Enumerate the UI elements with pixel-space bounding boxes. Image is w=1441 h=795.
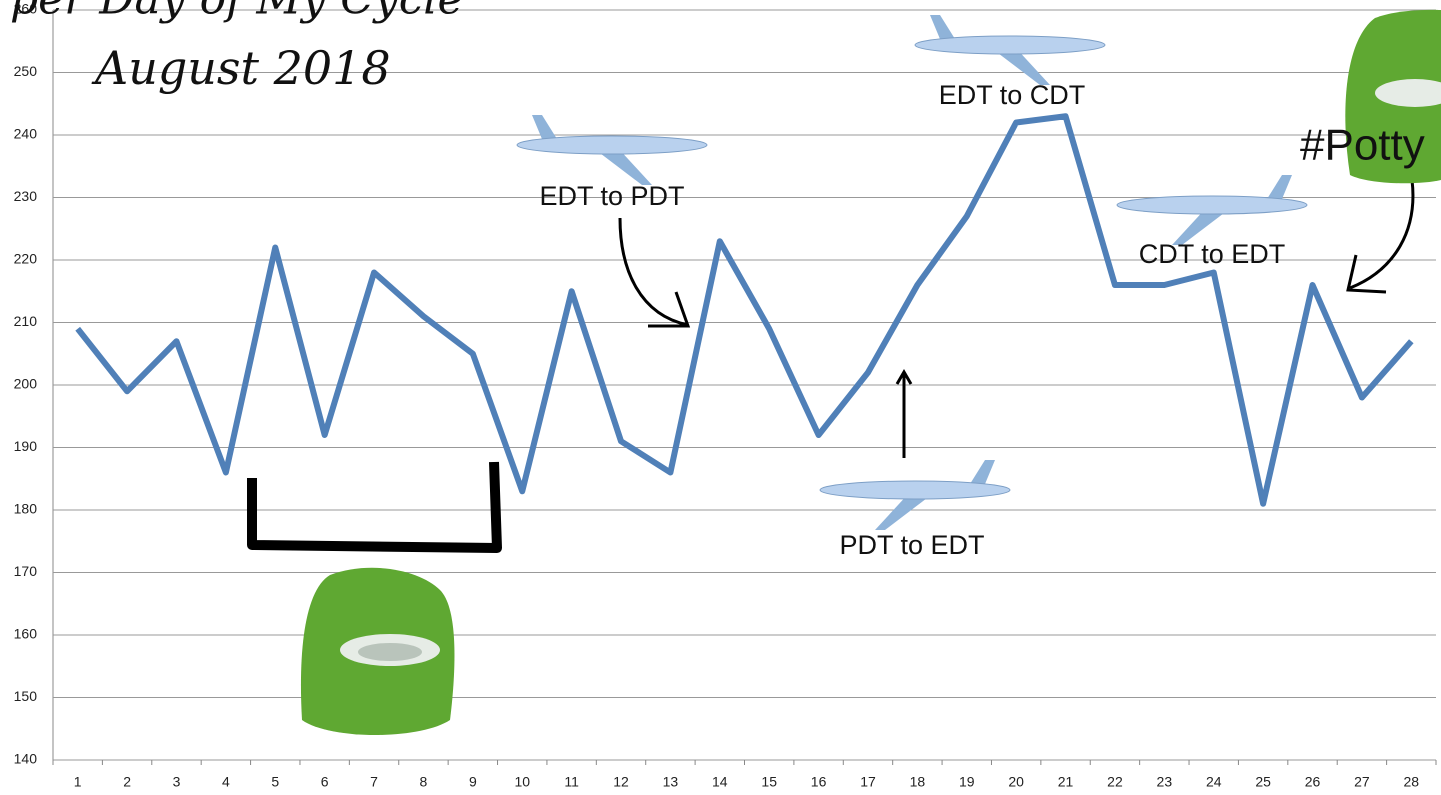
x-tick-label: 9 bbox=[469, 774, 477, 790]
plane-body bbox=[1116, 195, 1308, 215]
x-tick-label: 4 bbox=[222, 774, 230, 790]
y-tick-label: 150 bbox=[14, 688, 38, 704]
y-tick-label: 170 bbox=[14, 563, 38, 579]
x-tick-label: 24 bbox=[1206, 774, 1222, 790]
series-layer bbox=[75, 113, 1414, 507]
plane-body bbox=[516, 135, 708, 155]
potty-2 bbox=[1345, 9, 1441, 184]
x-tick-label: 15 bbox=[761, 774, 777, 790]
x-tick-label: 17 bbox=[860, 774, 876, 790]
plane-body bbox=[914, 35, 1106, 55]
plane-tail bbox=[970, 460, 995, 484]
annotation: PDT to EDT bbox=[839, 530, 984, 560]
plane-tail bbox=[532, 115, 557, 139]
x-tick-label: 22 bbox=[1107, 774, 1123, 790]
plane bbox=[914, 15, 1106, 85]
y-tick-label: 140 bbox=[14, 751, 38, 767]
x-tick-label: 6 bbox=[321, 774, 329, 790]
x-tick-label: 23 bbox=[1157, 774, 1173, 790]
bracket bbox=[247, 461, 502, 553]
x-tick-label: 19 bbox=[959, 774, 975, 790]
y-tick-label: 240 bbox=[14, 126, 38, 142]
x-tick-label: 1 bbox=[74, 774, 82, 790]
plane-wing bbox=[1172, 207, 1232, 245]
x-tick-label: 12 bbox=[613, 774, 629, 790]
x-tick-label: 20 bbox=[1008, 774, 1024, 790]
planes bbox=[516, 15, 1308, 530]
x-tick-label: 3 bbox=[173, 774, 181, 790]
annotation: CDT to EDT bbox=[1139, 239, 1286, 269]
y-tick-label: 260 bbox=[14, 1, 38, 17]
x-tick-label: 8 bbox=[420, 774, 428, 790]
y-tick-label: 200 bbox=[14, 376, 38, 392]
data-line bbox=[75, 113, 1414, 507]
x-tick-label: 2 bbox=[123, 774, 131, 790]
annotation: EDT to CDT bbox=[939, 80, 1086, 110]
chart-title: per Day of My Cycle bbox=[10, 0, 464, 25]
grid: 1401501601701801902002102202302402502601… bbox=[14, 1, 1437, 790]
annotations: EDT to PDT PDT to EDT EDT to CDT CDT to EDT… bbox=[539, 80, 1424, 560]
y-tick-label: 230 bbox=[14, 188, 38, 204]
y-tick-label: 220 bbox=[14, 251, 38, 267]
x-tick-label: 10 bbox=[514, 774, 530, 790]
arrows bbox=[618, 179, 1415, 458]
y-tick-label: 210 bbox=[14, 313, 38, 329]
y-tick-label: 250 bbox=[14, 63, 38, 79]
plane-tail bbox=[1267, 175, 1292, 199]
plane-tail bbox=[930, 15, 955, 39]
x-tick-label: 7 bbox=[370, 774, 378, 790]
plane-wing bbox=[990, 47, 1050, 85]
plane bbox=[516, 115, 708, 185]
x-tick-label: 11 bbox=[564, 774, 579, 790]
y-tick-label: 190 bbox=[14, 438, 38, 454]
potty bbox=[300, 567, 455, 735]
annotation: #Potty bbox=[1300, 121, 1425, 170]
plane bbox=[1116, 175, 1308, 245]
x-tick-label: 25 bbox=[1255, 774, 1271, 790]
x-tick-label: 21 bbox=[1058, 774, 1074, 790]
plane-body bbox=[819, 480, 1011, 500]
plane bbox=[819, 460, 1011, 530]
x-tick-label: 13 bbox=[663, 774, 679, 790]
plane-wing bbox=[592, 147, 652, 185]
x-tick-label: 14 bbox=[712, 774, 728, 790]
chart-subtitle: August 2018 bbox=[91, 41, 391, 95]
x-tick-label: 27 bbox=[1354, 774, 1370, 790]
y-tick-label: 180 bbox=[14, 501, 38, 517]
plane-wing bbox=[875, 492, 935, 530]
annotation: EDT to PDT bbox=[539, 181, 684, 211]
y-tick-label: 160 bbox=[14, 626, 38, 642]
x-tick-label: 28 bbox=[1404, 774, 1420, 790]
x-tick-label: 26 bbox=[1305, 774, 1321, 790]
x-tick-label: 18 bbox=[910, 774, 926, 790]
x-tick-label: 16 bbox=[811, 774, 827, 790]
x-tick-label: 5 bbox=[271, 774, 279, 790]
